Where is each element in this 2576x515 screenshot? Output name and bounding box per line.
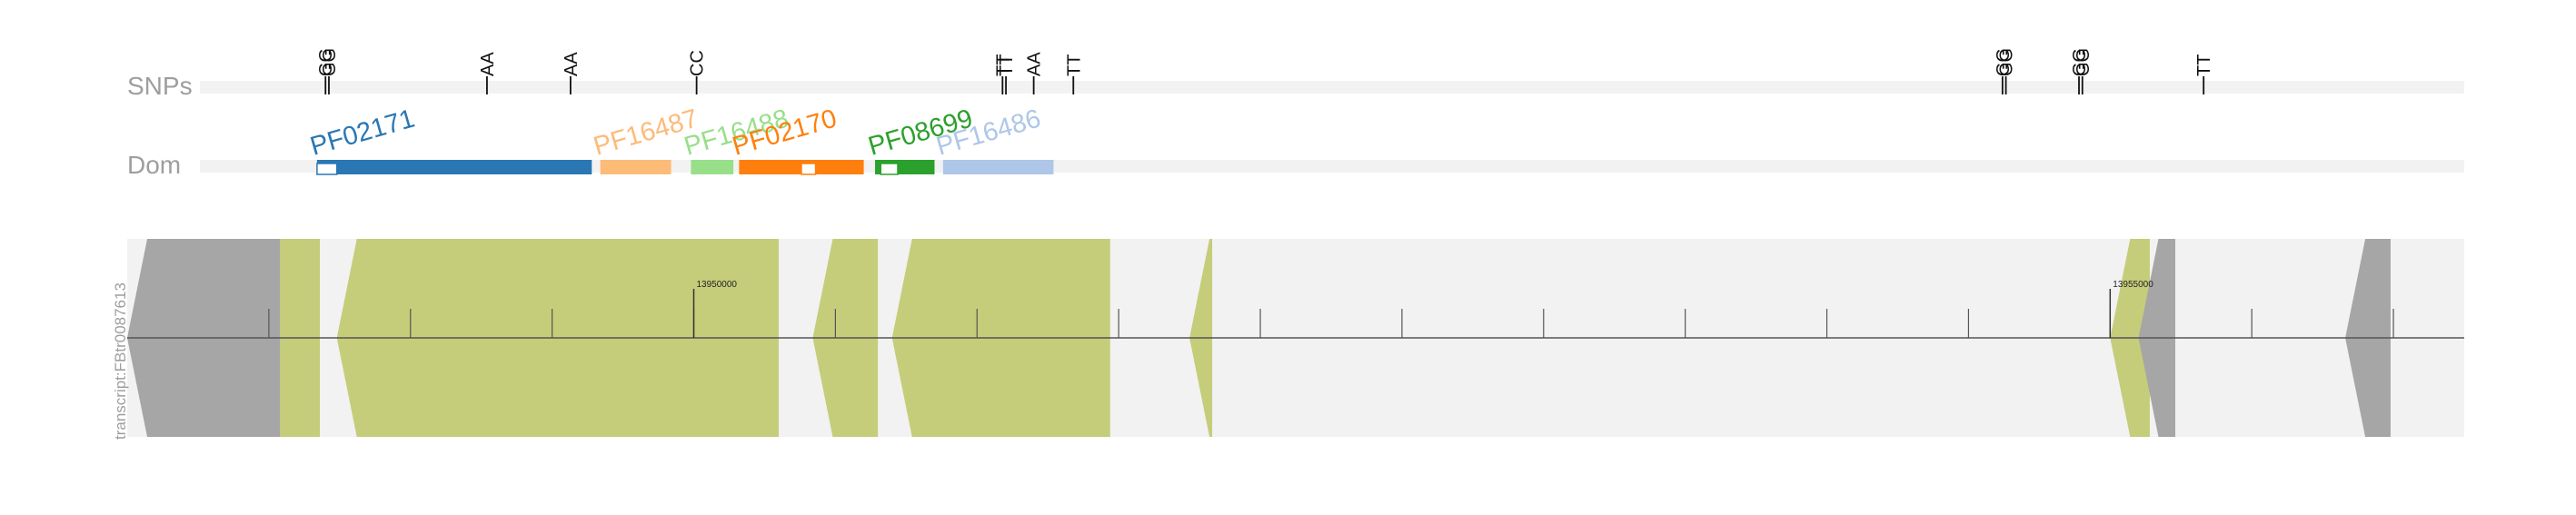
domain-gap	[880, 163, 899, 175]
snp-label: CC	[688, 50, 708, 76]
snp-label: GG	[1994, 48, 2014, 76]
domain-gap	[801, 163, 817, 175]
domain-bar-pf16488	[691, 160, 734, 174]
snp-label: GG	[1997, 48, 2017, 76]
domain-gap	[316, 163, 338, 175]
transcript-track-label: transcript:FBtr0087613	[112, 282, 129, 440]
domain-bar-pf16487	[600, 160, 671, 174]
snp-label: TT	[1064, 54, 1084, 76]
snp-label: GG	[320, 48, 340, 76]
domain-bar-pf02171	[316, 160, 592, 174]
axis-marks: 13950000 13955000	[268, 280, 2394, 338]
transcript-track: transcript:FBtr0087613 13950000 13955000	[112, 239, 2464, 440]
snp-label: TT	[2194, 54, 2214, 76]
snp-label: GG	[316, 48, 336, 76]
snp-label: AA	[478, 52, 498, 76]
snp-label: TT	[993, 54, 1013, 76]
axis-tick-label: 13950000	[697, 280, 738, 290]
snp-label: GG	[2074, 48, 2094, 76]
snp-label: AA	[1025, 52, 1045, 76]
domain-track-label: Dom	[127, 151, 181, 179]
snp-track-label: SNPs	[127, 72, 193, 100]
axis-tick-label: 13955000	[2113, 280, 2153, 290]
domain-bar-pf16486	[942, 160, 1054, 174]
snp-label: TT	[997, 54, 1017, 76]
domain-label-pf02171: PF02171	[307, 104, 418, 162]
snp-track-background	[200, 81, 2464, 94]
snp-label: AA	[562, 52, 582, 76]
snp-label: GG	[2070, 48, 2090, 76]
